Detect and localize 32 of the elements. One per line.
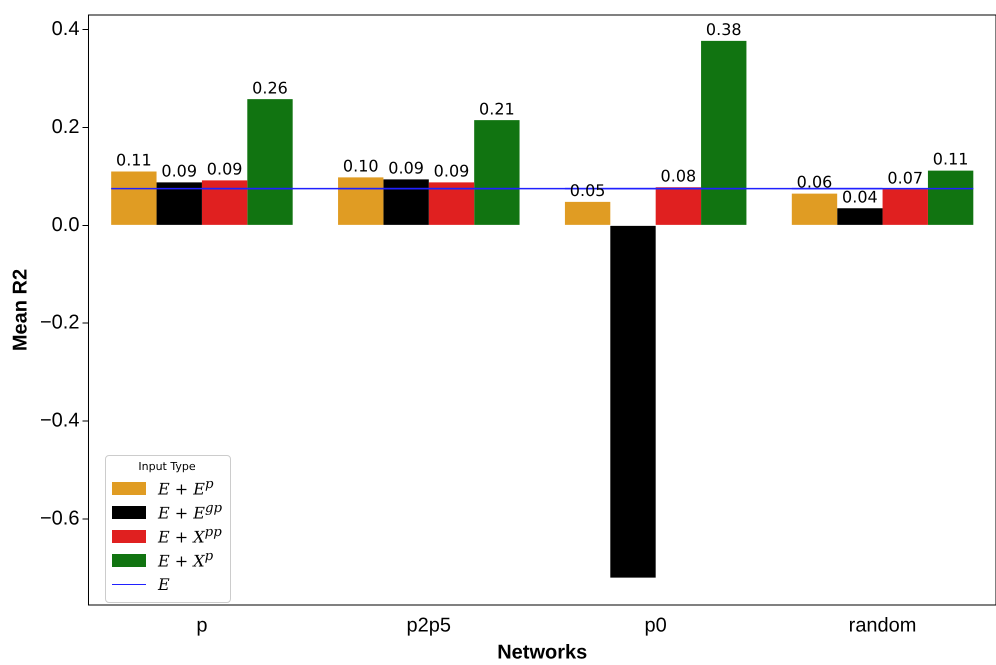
data-label: 0.09	[434, 161, 470, 180]
data-label: 0.26	[252, 78, 288, 98]
data-label: 0.09	[388, 158, 424, 178]
data-label: 0.08	[660, 166, 696, 186]
y-tick-label: 0.2	[52, 116, 80, 138]
data-label: 0.09	[206, 160, 242, 179]
data-label: 0.10	[342, 156, 379, 176]
y-tick-label: −0.2	[40, 312, 80, 334]
legend-label: E	[158, 574, 170, 594]
data-label: 0.04	[842, 187, 878, 206]
legend-label: E + E$^{p}$	[158, 477, 214, 499]
data-label: 0.38	[706, 20, 742, 40]
y-tick-label: −0.4	[40, 410, 80, 432]
y-tick-label: 0.0	[52, 214, 80, 236]
y-tick-label: 0.4	[52, 18, 80, 40]
x-tick-label: p0	[644, 614, 667, 637]
legend-label: E + X$^{pp}$	[158, 525, 222, 547]
y-tick-label: −0.6	[40, 507, 80, 530]
x-tick-label: random	[848, 614, 916, 637]
legend-title: Input Type	[137, 460, 197, 473]
x-axis-title: Networks	[497, 642, 588, 664]
data-label: 0.21	[479, 99, 515, 118]
data-label: 0.06	[796, 172, 832, 192]
data-label: 0.11	[116, 150, 152, 170]
legend-label: E + X$^{p}$	[158, 549, 214, 571]
data-label: 0.11	[932, 150, 968, 169]
data-label: 0.07	[887, 168, 924, 188]
y-axis-title: Mean R2	[10, 268, 32, 352]
legend-label: E + E$^{gp}$	[158, 501, 222, 523]
x-tick-label: p2p5	[406, 614, 452, 637]
data-label: 0.09	[161, 161, 198, 180]
x-tick-label: p	[196, 614, 208, 637]
